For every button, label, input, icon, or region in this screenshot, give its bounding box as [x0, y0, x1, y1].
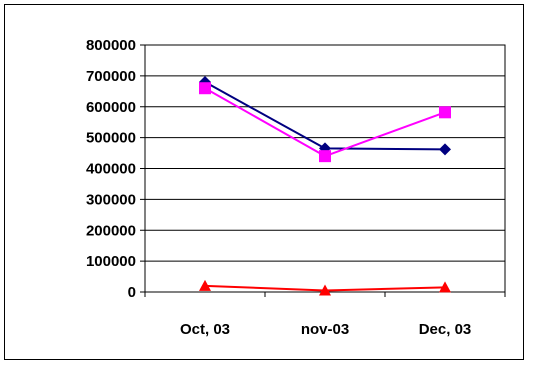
y-tick-label: 0: [128, 284, 136, 301]
series-3-point: [439, 281, 451, 293]
series-2-point: [199, 82, 211, 95]
chart-frame: 0 100000 200000 300000 400000 500000 600000 700…: [4, 4, 524, 360]
series-1-line: [204, 81, 446, 151]
y-tick-label: 600000: [86, 99, 136, 116]
x-tick-label: nov-03: [301, 321, 349, 338]
line-chart: 0 100000 200000 300000 400000 500000 600000 700…: [86, 37, 506, 338]
y-tick-label: 700000: [86, 68, 136, 85]
y-tick-label: 300000: [86, 191, 136, 208]
series-3-point: [199, 279, 211, 291]
y-tick-label: 100000: [86, 253, 136, 270]
x-tick-label: Oct, 03: [180, 321, 230, 338]
series-2-point: [439, 106, 451, 119]
y-tick-label: 500000: [86, 130, 136, 147]
series-3-point: [319, 284, 331, 296]
y-tick-label: 800000: [86, 37, 136, 54]
x-tick-label: Dec, 03: [419, 321, 472, 338]
series-2-point: [319, 150, 331, 163]
y-tick-label: 200000: [86, 222, 136, 239]
series-1-point: [439, 143, 451, 156]
y-tick-label: 400000: [86, 161, 136, 178]
